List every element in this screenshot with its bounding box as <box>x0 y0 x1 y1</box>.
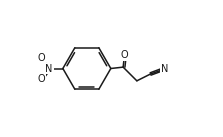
Text: N: N <box>45 64 53 73</box>
Text: O: O <box>38 53 45 63</box>
Text: O: O <box>121 50 128 60</box>
Text: N: N <box>161 64 169 74</box>
Text: O: O <box>38 74 45 84</box>
